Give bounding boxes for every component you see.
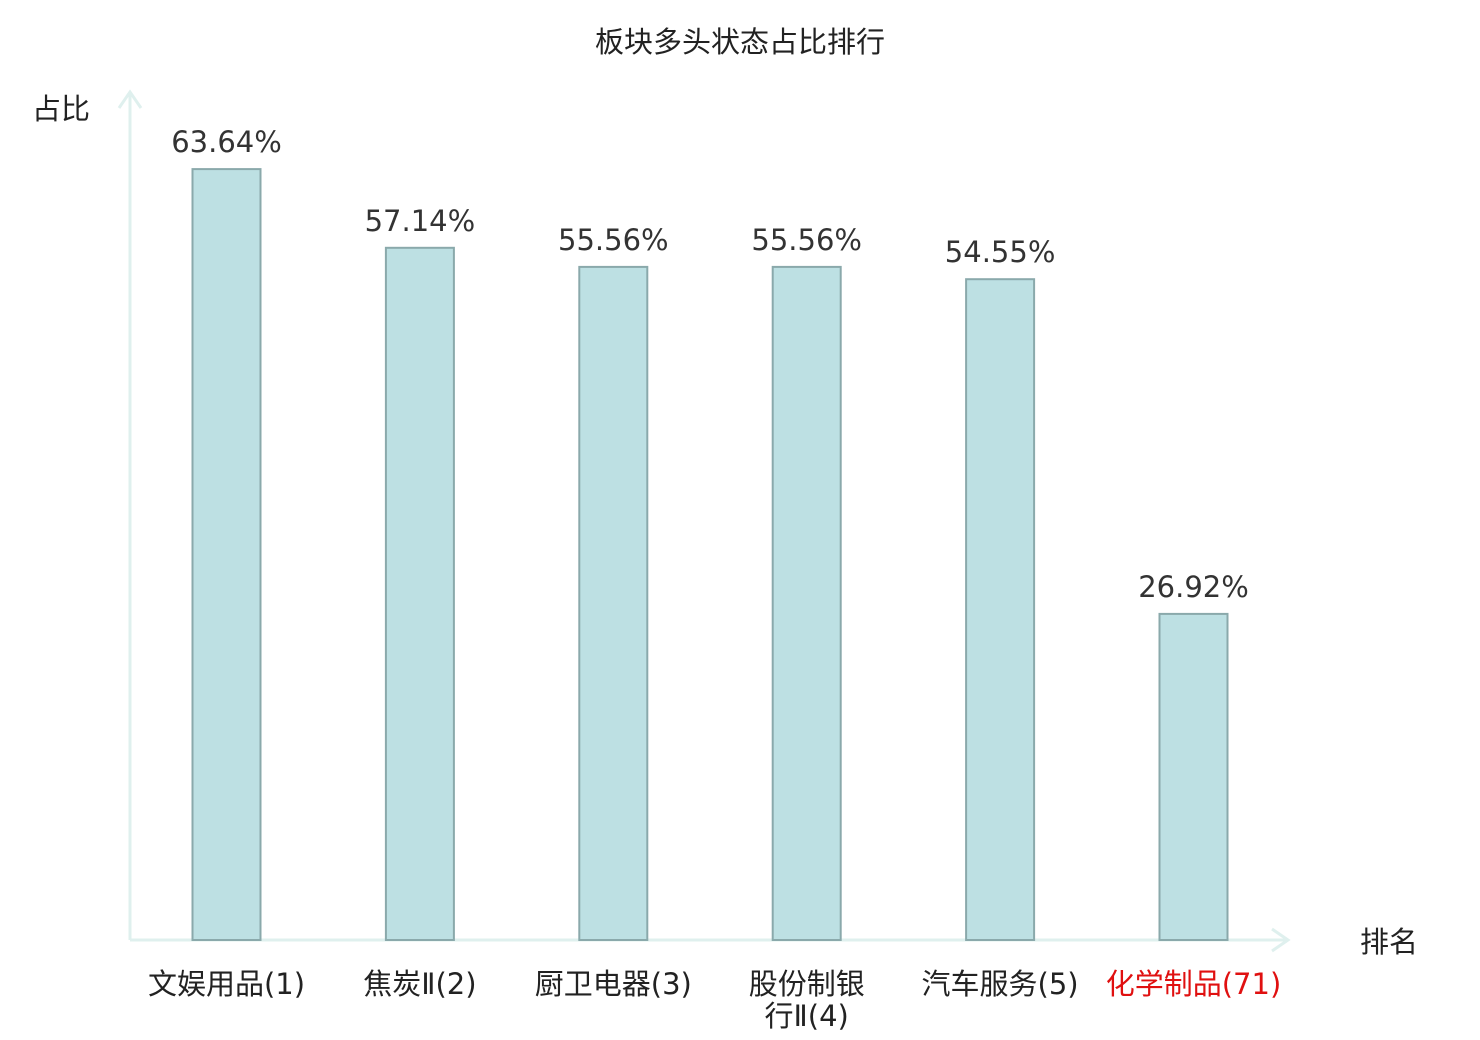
x-axis-arrow (1271, 927, 1291, 953)
x-tick-label-4-line-2: 行Ⅱ(4) (765, 999, 849, 1033)
x-tick-label-6: 化学制品(71) (1106, 967, 1282, 1001)
bar-3 (578, 265, 649, 941)
chart-title: 板块多头状态占比排行 (595, 25, 885, 59)
bar-2 (384, 246, 455, 942)
x-tick-label-5: 汽车服务(5) (922, 967, 1079, 1001)
value-label-2: 57.14% (365, 204, 476, 238)
bar-6 (1158, 612, 1229, 942)
y-axis-label: 占比 (32, 92, 90, 126)
value-label-1: 63.64% (171, 125, 282, 159)
y-axis-arrow (117, 89, 143, 109)
x-tick-label-2: 焦炭Ⅱ(2) (363, 967, 476, 1001)
value-label-5: 54.55% (945, 235, 1056, 269)
bar-5 (965, 278, 1036, 941)
value-label-6: 26.92% (1138, 570, 1249, 604)
bar-4 (771, 265, 842, 941)
bars-group (191, 168, 1229, 942)
axes (117, 89, 1291, 953)
x-tick-label-3: 厨卫电器(3) (535, 967, 692, 1001)
value-label-3: 55.56% (558, 223, 669, 257)
x-tick-label-4-line-1: 股份制银 (749, 967, 865, 1001)
x-axis-label: 排名 (1360, 925, 1418, 959)
value-label-4: 55.56% (751, 223, 862, 257)
value-labels-group: 63.64% 57.14% 55.56% 55.56% 54.55% 26.92% (171, 125, 1249, 604)
x-tick-label-1: 文娱用品(1) (148, 967, 305, 1001)
bar-1 (191, 168, 262, 942)
